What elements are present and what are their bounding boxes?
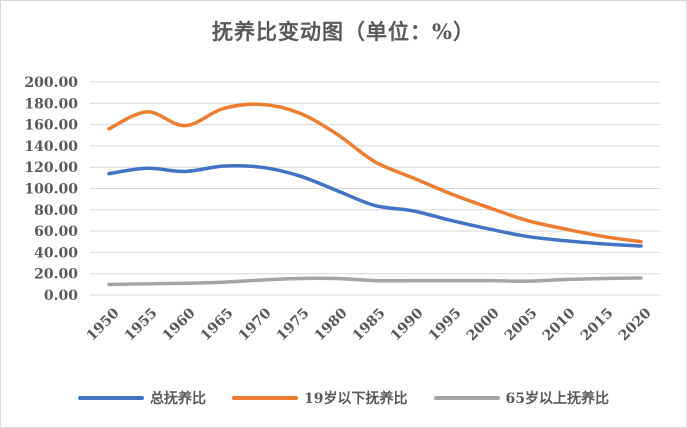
legend-item: 65岁以上抚养比 (433, 388, 609, 408)
series-line-3 (107, 276, 643, 287)
x-tick-label: 1995 (426, 305, 465, 344)
y-tick-label: 160.00 (24, 118, 78, 134)
x-tick-label: 1955 (122, 305, 161, 344)
y-tick-label: 200.00 (24, 75, 78, 91)
x-axis-tick-labels: 1950 1955 1960 1965 1970 1975 1980 1985 1990 1995… (84, 305, 655, 344)
x-tick-label: 1970 (236, 305, 275, 344)
legend-label: 65岁以上抚养比 (505, 391, 609, 407)
x-tick-label: 2010 (540, 305, 579, 344)
x-tick-label: 1985 (350, 305, 389, 344)
legend-swatch (78, 396, 145, 400)
legend-label: 总抚养比 (150, 391, 207, 407)
legend-label: 19岁以下抚养比 (304, 391, 408, 407)
y-tick-label: 20.00 (34, 267, 78, 283)
legend-swatch (433, 396, 500, 400)
series-line-2 (107, 102, 643, 244)
x-tick-label: 1950 (84, 305, 123, 344)
legend-item: 19岁以下抚养比 (232, 388, 408, 408)
y-tick-label: 80.00 (34, 203, 78, 219)
y-tick-label: 120.00 (24, 160, 78, 176)
chart-title: 抚养比变动图（单位：%） (212, 19, 475, 44)
y-tick-label: 40.00 (34, 245, 78, 261)
x-tick-label: 1960 (160, 305, 199, 344)
gridlines (90, 81, 660, 296)
x-tick-label: 1975 (274, 305, 313, 344)
legend-swatch (232, 396, 299, 400)
x-tick-label: 1965 (198, 305, 237, 344)
x-tick-label: 2020 (616, 305, 655, 344)
y-axis-tick-labels: 0.00 20.00 40.00 60.00 80.00 100.00 120.00 140.… (24, 75, 78, 304)
x-tick-label: 1980 (312, 305, 351, 344)
legend-item: 总抚养比 (78, 388, 206, 408)
y-tick-label: 100.00 (24, 182, 78, 198)
x-tick-label: 2015 (578, 305, 617, 344)
y-tick-label: 60.00 (34, 224, 78, 240)
x-tick-label: 2000 (464, 305, 503, 344)
y-tick-label: 140.00 (24, 139, 78, 155)
x-tick-label: 2005 (502, 305, 541, 344)
series-lines (107, 102, 643, 287)
x-tick-label: 1990 (388, 305, 427, 344)
y-tick-label: 180.00 (24, 96, 78, 112)
series-line-1 (107, 163, 643, 248)
y-tick-label: 0.00 (44, 288, 78, 304)
legend: 总抚养比 19岁以下抚养比 65岁以上抚养比 (0, 386, 687, 410)
